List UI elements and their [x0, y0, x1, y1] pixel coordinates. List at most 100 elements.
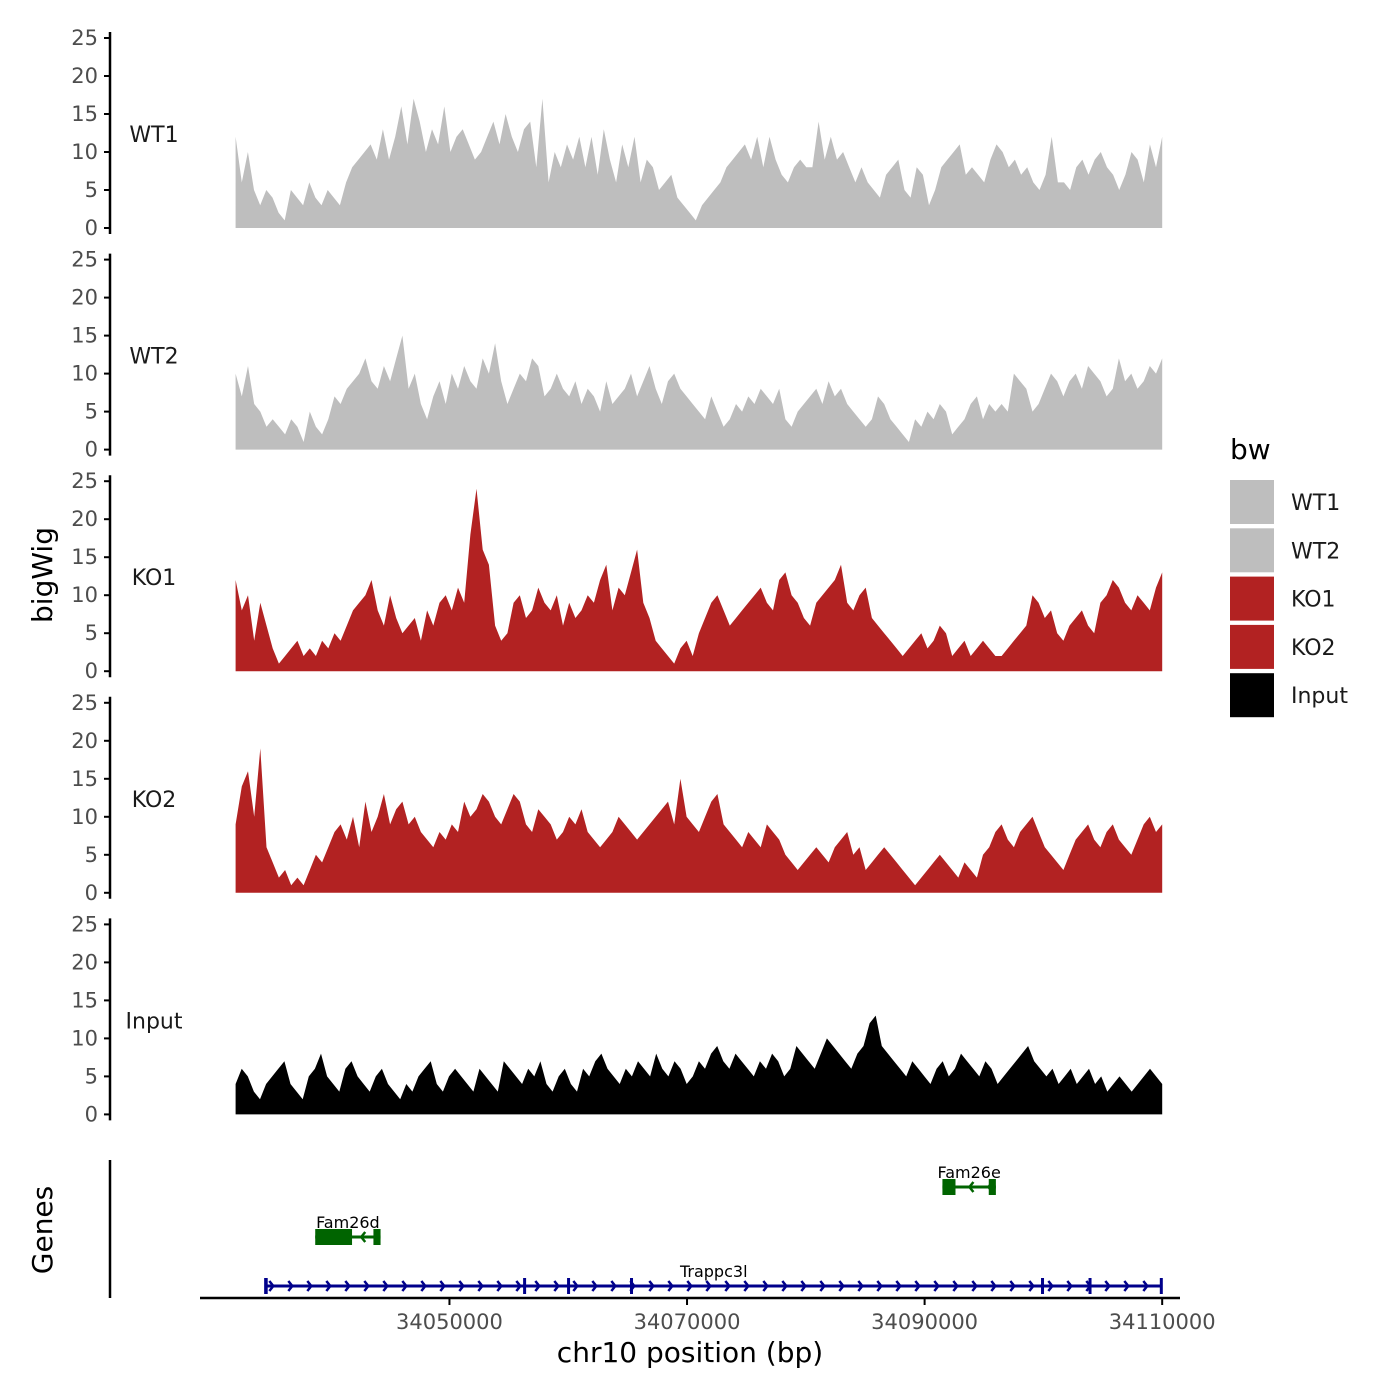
strand-arrow: [705, 1280, 712, 1292]
strand-arrow: [363, 1280, 370, 1292]
genes-panel: Fam26e Fam26d Trappc3l: [108, 1160, 1163, 1298]
strand-arrow: [439, 1280, 446, 1292]
track-panel-ko1: 0 5 10 15 20 25 KO1: [71, 469, 1163, 683]
strand-arrow: [781, 1280, 788, 1292]
x-tick-label: 34070000: [634, 1310, 741, 1334]
strand-arrow: [895, 1280, 902, 1292]
y-axis-title: bigWig: [26, 527, 59, 623]
y-tick-label: 15: [71, 545, 98, 569]
y-tick-label: 25: [71, 469, 98, 493]
y-tick-label: 5: [85, 400, 98, 424]
strand-arrow: [762, 1280, 769, 1292]
x-axis: 34050000 34070000 34090000 34110000: [200, 1296, 1216, 1334]
strand-arrow: [952, 1280, 959, 1292]
exon: [1159, 1278, 1163, 1294]
x-tick-label: 34050000: [396, 1310, 503, 1334]
strand-arrow: [648, 1280, 655, 1292]
legend: bw WT1 WT2 KO1 KO2 Input: [1230, 433, 1348, 718]
y-tick-label: 25: [71, 248, 98, 272]
signal-area-ko1: [235, 488, 1163, 672]
gene-fam26d: Fam26d: [315, 1213, 381, 1245]
strand-arrow: [800, 1280, 807, 1292]
track-panel-wt1: 0 5 10 15 20 25 WT1: [71, 26, 1163, 240]
strand-arrow: [268, 1280, 275, 1292]
y-tick-label: 5: [85, 843, 98, 867]
strand-arrow: [819, 1280, 826, 1292]
strand-arrow: [933, 1280, 940, 1292]
strand-arrow: [458, 1280, 465, 1292]
exon: [630, 1278, 634, 1294]
exon: [1041, 1278, 1045, 1294]
track-label-ko1: KO1: [132, 566, 177, 591]
track-panel-ko2: 0 5 10 15 20 25 KO2: [71, 691, 1163, 905]
x-tick-label: 34110000: [1109, 1310, 1216, 1334]
strand-arrow: [610, 1280, 617, 1292]
strand-arrow: [1066, 1280, 1073, 1292]
y-tick-label: 15: [71, 102, 98, 126]
exon: [373, 1229, 381, 1245]
gene-trappc3l: Trappc3l: [264, 1262, 1163, 1294]
y-tick-label: 5: [85, 1064, 98, 1088]
strand-arrow: [971, 1280, 978, 1292]
y-tick-label: 15: [71, 767, 98, 791]
track-panel-wt2: 0 5 10 15 20 25 WT2: [71, 248, 1163, 462]
strand-arrow: [967, 1181, 975, 1193]
y-tick-label: 5: [85, 178, 98, 202]
strand-arrow: [857, 1280, 864, 1292]
y-tick-label: 15: [71, 324, 98, 348]
strand-arrow: [572, 1280, 579, 1292]
strand-arrow: [591, 1280, 598, 1292]
y-tick-label: 10: [71, 140, 98, 164]
x-axis-title: chr10 position (bp): [557, 1336, 823, 1369]
legend-label-wt1: WT1: [1291, 491, 1340, 516]
legend-swatch-wt1: [1230, 480, 1274, 524]
strand-arrow: [382, 1280, 389, 1292]
track-label-wt2: WT2: [129, 345, 178, 370]
legend-label-wt2: WT2: [1291, 539, 1340, 564]
signal-area-input: [235, 1015, 1163, 1115]
strand-arrow: [515, 1280, 522, 1292]
legend-label-ko2: KO2: [1291, 636, 1336, 661]
strand-arrow: [724, 1280, 731, 1292]
y-tick-label: 20: [71, 729, 98, 753]
y-tick-label: 5: [85, 621, 98, 645]
exon: [942, 1179, 956, 1195]
legend-title: bw: [1230, 433, 1271, 466]
bigwig-tracks: 0510152025WT10510152025WT20510152025KO10…: [71, 26, 1163, 1126]
y-tick-label: 10: [71, 805, 98, 829]
strand-arrow: [359, 1231, 367, 1243]
strand-arrow: [553, 1280, 560, 1292]
strand-arrow: [1047, 1280, 1054, 1292]
legend-swatch-ko2: [1230, 624, 1274, 669]
y-tick-label: 0: [85, 216, 98, 240]
strand-arrow: [306, 1280, 313, 1292]
strand-arrow: [534, 1280, 541, 1292]
y-tick-label: 20: [71, 286, 98, 310]
genes-axis-title: Genes: [26, 1186, 59, 1274]
strand-arrow: [1123, 1280, 1130, 1292]
gene-label: Fam26d: [316, 1213, 380, 1232]
legend-label-ko1: KO1: [1291, 588, 1336, 613]
y-tick-label: 0: [85, 659, 98, 683]
strand-arrow: [1142, 1280, 1149, 1292]
legend-swatch-ko1: [1230, 576, 1274, 621]
strand-arrow: [838, 1280, 845, 1292]
strand-arrow: [914, 1280, 921, 1292]
legend-swatch-wt2: [1230, 528, 1274, 573]
y-tick-label: 20: [71, 507, 98, 531]
exon: [567, 1278, 571, 1294]
strand-arrow: [287, 1280, 294, 1292]
strand-arrow: [667, 1280, 674, 1292]
signal-area-wt2: [235, 335, 1163, 450]
gene-label: Trappc3l: [679, 1262, 748, 1281]
y-tick-label: 10: [71, 583, 98, 607]
y-tick-label: 20: [71, 950, 98, 974]
strand-arrow: [1104, 1280, 1111, 1292]
strand-arrow: [743, 1280, 750, 1292]
track-panel-input: 0 5 10 15 20 25 Input: [71, 912, 1163, 1126]
y-tick-label: 10: [71, 362, 98, 386]
strand-arrow: [496, 1280, 503, 1292]
exon: [315, 1229, 353, 1245]
strand-arrow: [876, 1280, 883, 1292]
